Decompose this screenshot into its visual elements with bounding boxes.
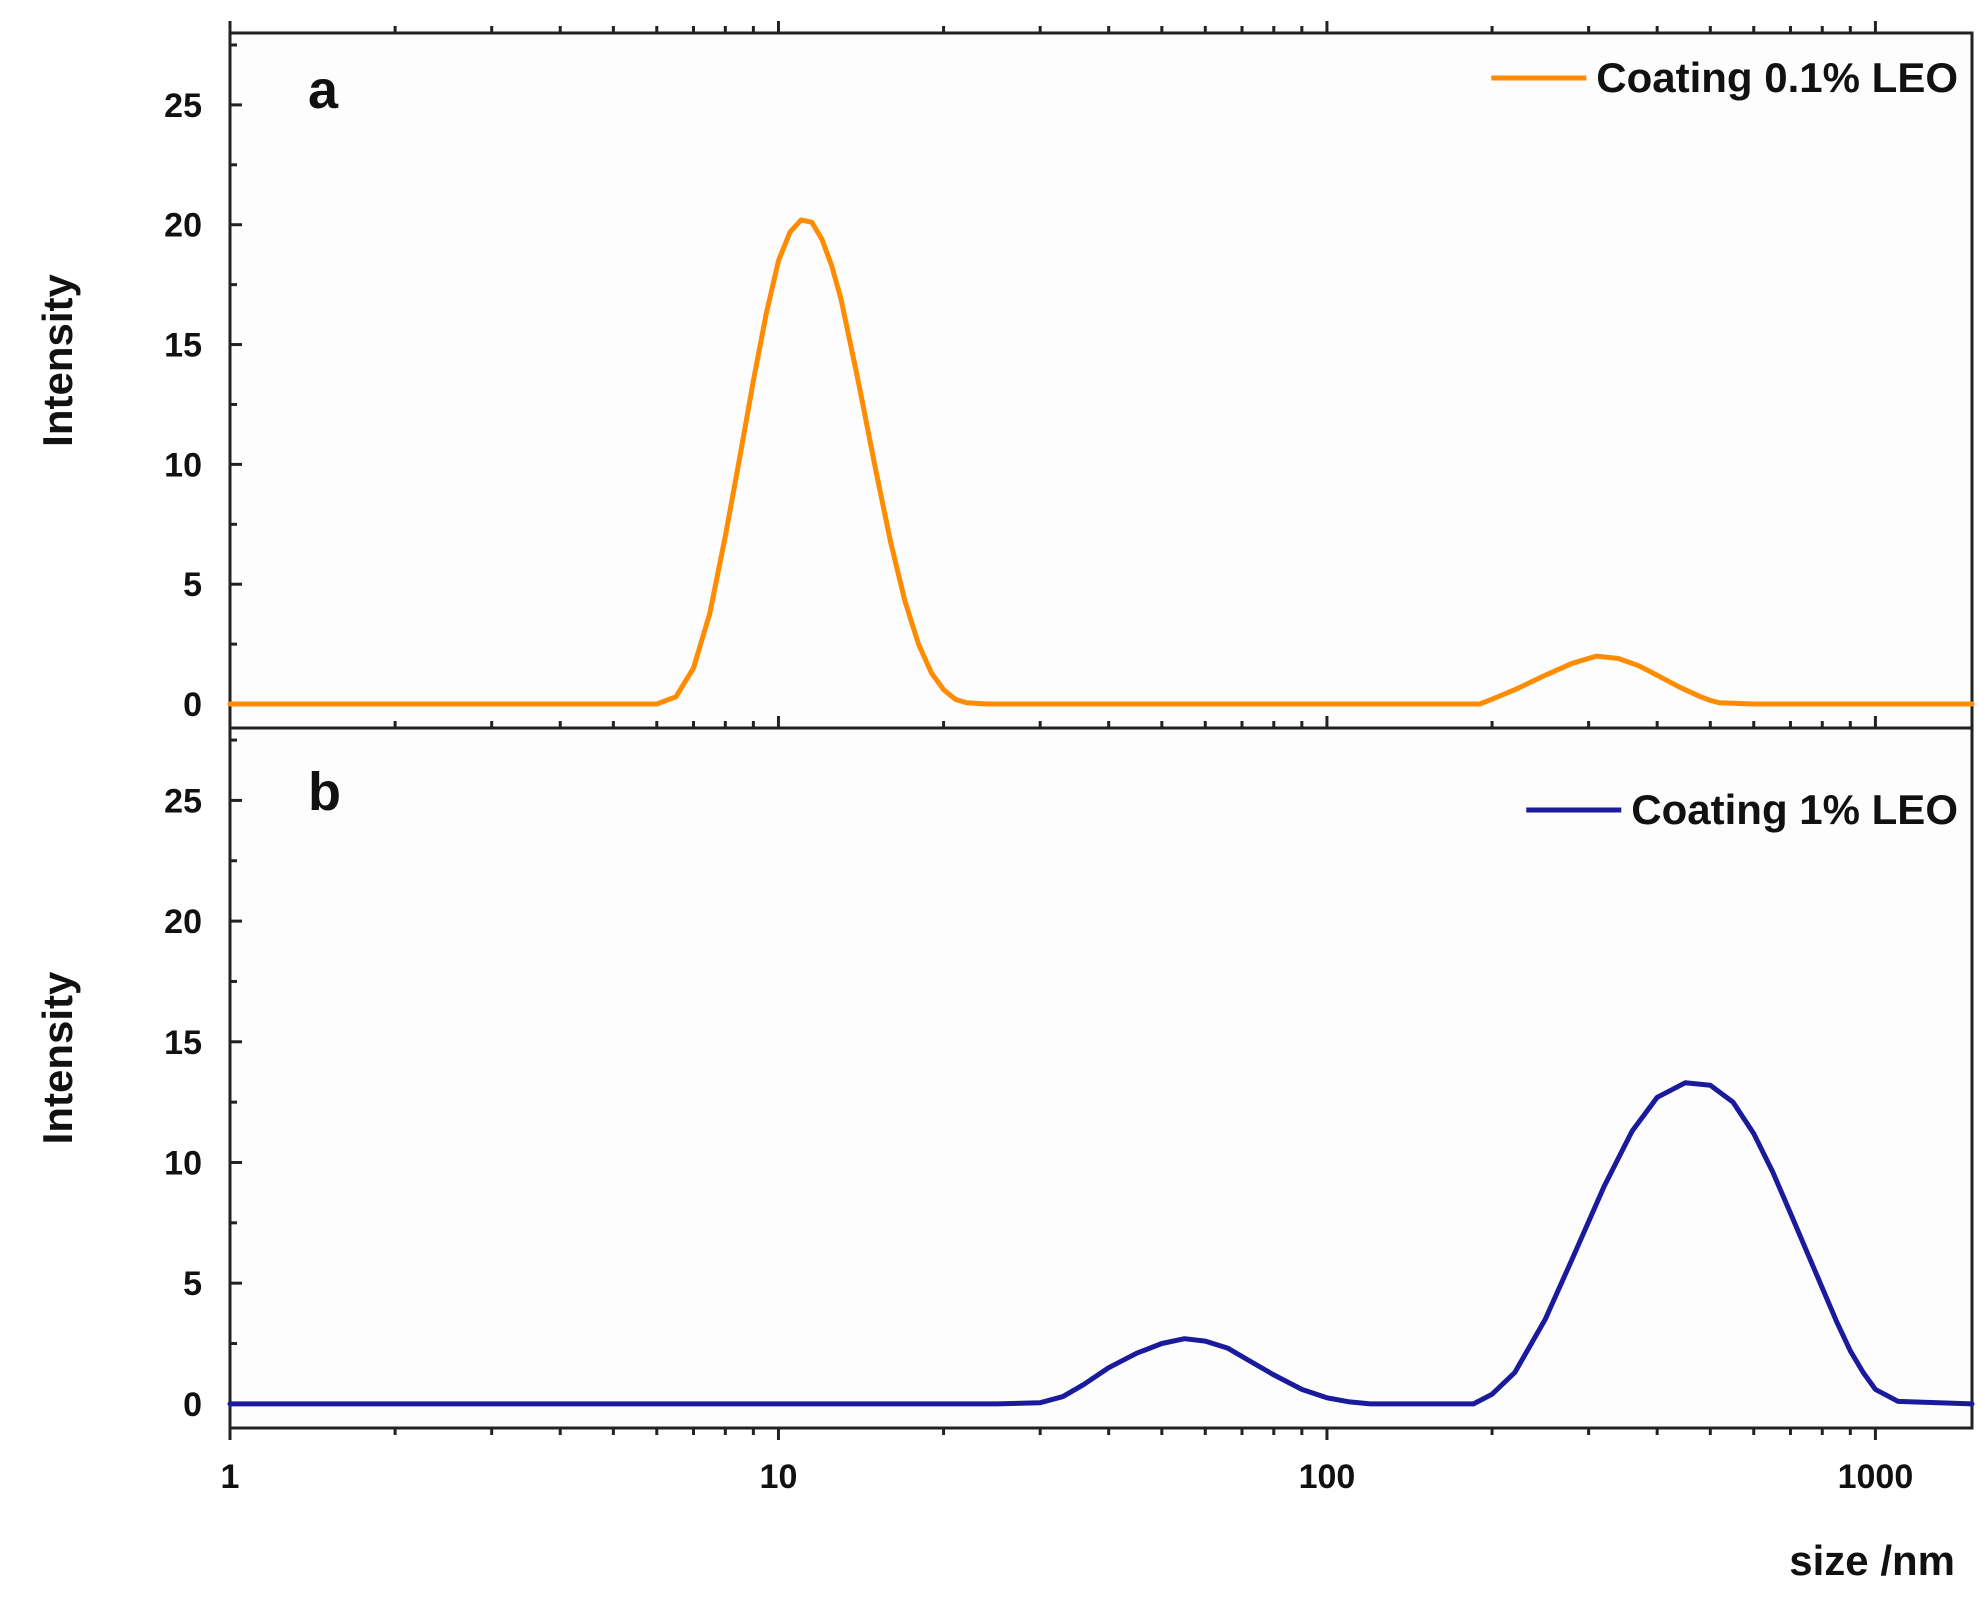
y-tick-label: 25 — [164, 782, 202, 820]
x-tick-label: 10 — [760, 1458, 798, 1496]
y-tick-label: 0 — [183, 686, 202, 724]
y-axis-title: Intensity — [34, 971, 81, 1144]
plot-frame-b — [228, 726, 1974, 1430]
y-axis-a: 0 5 10 15 20 25 — [164, 43, 242, 724]
panel-label: a — [308, 60, 339, 120]
x-tick-label: 1 — [221, 1458, 240, 1496]
y-axis-b: 0 5 10 15 20 25 — [164, 738, 242, 1424]
series-line — [227, 1080, 1975, 1407]
legend-label: Coating 1% LEO — [1631, 786, 1958, 833]
panel-b: 0 5 10 15 20 25 1 10 100 1000 Intensity b Coating 1%… — [34, 716, 1975, 1496]
x-axis-title: size /nm — [1789, 1537, 1955, 1584]
y-tick-label: 5 — [183, 566, 202, 604]
y-tick-label: 15 — [164, 1024, 202, 1062]
y-tick-label: 10 — [164, 446, 202, 484]
x-tick-label: 1000 — [1838, 1458, 1914, 1496]
x-axis-b: 1 10 100 1000 — [221, 716, 1914, 1496]
legend: Coating 1% LEO — [1526, 786, 1958, 833]
plot-frame-a — [228, 31, 1974, 730]
y-tick-label: 15 — [164, 327, 202, 365]
legend: Coating 0.1% LEO — [1491, 54, 1958, 101]
y-tick-label: 0 — [183, 1386, 202, 1424]
y-tick-label: 10 — [164, 1144, 202, 1182]
panel-a: 0 5 10 15 20 25 Intensity a Coating 0.1% LEO — [34, 21, 1975, 740]
y-tick-label: 20 — [164, 207, 202, 245]
y-axis-title: Intensity — [34, 274, 81, 447]
y-tick-label: 5 — [183, 1265, 202, 1303]
panel-label: b — [308, 762, 341, 822]
x-tick-label: 100 — [1299, 1458, 1356, 1496]
y-tick-label: 20 — [164, 903, 202, 941]
legend-label: Coating 0.1% LEO — [1596, 54, 1958, 101]
y-tick-label: 25 — [164, 87, 202, 125]
series-line — [227, 217, 1975, 707]
